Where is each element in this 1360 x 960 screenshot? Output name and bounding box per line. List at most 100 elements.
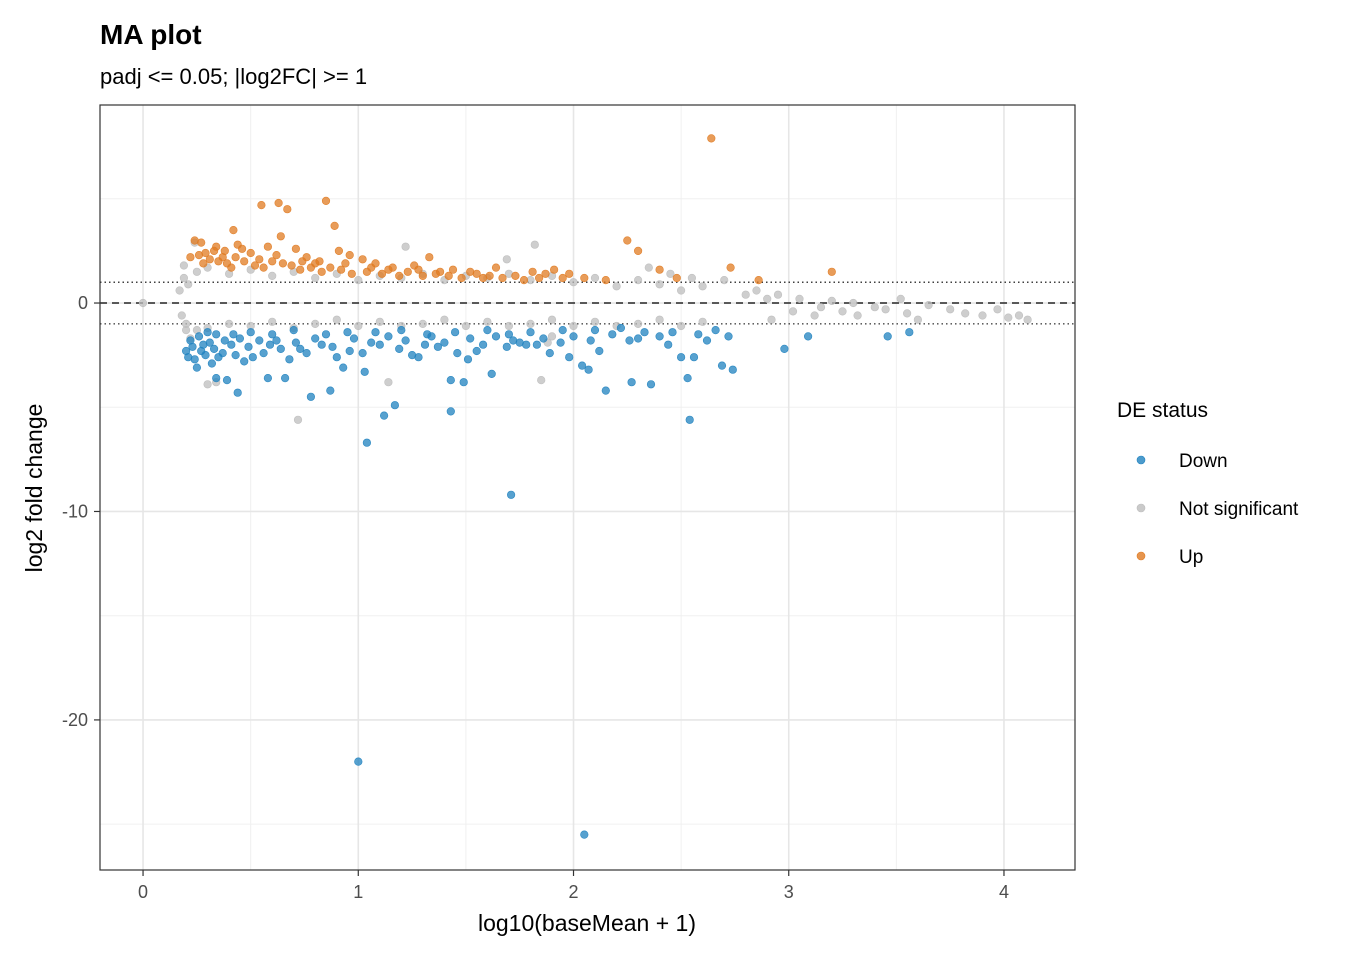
point-up xyxy=(334,246,344,255)
point-up xyxy=(276,232,285,241)
point-up xyxy=(291,244,301,253)
point-down xyxy=(281,374,290,383)
point-not-significant xyxy=(332,315,341,324)
point-not-significant xyxy=(644,263,653,272)
point-not-significant xyxy=(788,307,798,316)
point-down xyxy=(463,355,473,364)
point-down xyxy=(246,328,255,337)
point-not-significant xyxy=(902,309,912,318)
point-down xyxy=(668,328,677,337)
point-up xyxy=(287,261,296,270)
point-up xyxy=(337,265,346,274)
point-up xyxy=(541,269,550,278)
point-down xyxy=(354,757,363,766)
point-not-significant xyxy=(666,269,675,278)
point-not-significant xyxy=(375,317,384,326)
point-down xyxy=(717,361,727,370)
point-down xyxy=(222,376,232,385)
point-not-significant xyxy=(502,255,511,264)
point-up xyxy=(347,269,356,278)
point-down xyxy=(182,346,191,356)
point-not-significant xyxy=(827,296,836,306)
data-points xyxy=(138,134,1032,839)
point-down xyxy=(360,367,369,376)
point-up xyxy=(199,259,208,268)
point-not-significant xyxy=(192,267,201,276)
point-not-significant xyxy=(849,298,858,308)
point-up xyxy=(498,273,507,283)
point-up xyxy=(358,255,367,264)
point-not-significant xyxy=(773,290,783,299)
point-up xyxy=(754,276,763,285)
point-up xyxy=(519,276,529,285)
point-not-significant xyxy=(175,286,184,295)
point-down xyxy=(676,353,686,362)
point-down xyxy=(259,349,268,358)
point-up xyxy=(227,263,236,272)
point-down xyxy=(803,332,813,341)
point-down xyxy=(883,332,892,341)
point-down xyxy=(577,361,587,370)
point-up xyxy=(197,238,206,247)
point-down xyxy=(285,355,294,364)
point-down xyxy=(780,344,789,354)
point-down xyxy=(423,330,432,339)
point-not-significant xyxy=(655,280,664,289)
point-not-significant xyxy=(741,290,750,299)
point-down xyxy=(343,328,352,337)
point-up xyxy=(466,267,475,276)
point-down xyxy=(459,378,468,387)
legend-key-down xyxy=(1136,455,1146,465)
point-up xyxy=(457,273,466,283)
x-axis-ticks: 0 1 2 3 4 xyxy=(138,870,1009,902)
legend-key-up xyxy=(1136,551,1146,561)
point-not-significant xyxy=(838,307,847,316)
legend-entries: Down Not significant Up xyxy=(1136,451,1299,568)
point-not-significant xyxy=(853,311,862,320)
point-down xyxy=(502,342,511,351)
point-up xyxy=(210,246,219,255)
point-down xyxy=(466,334,475,343)
point-down xyxy=(272,336,281,345)
point-up xyxy=(278,259,288,268)
point-up xyxy=(448,265,458,274)
point-up xyxy=(298,257,307,266)
point-up xyxy=(186,253,195,262)
point-up xyxy=(233,240,242,249)
point-down xyxy=(646,380,656,389)
point-up xyxy=(229,226,238,235)
point-up xyxy=(580,273,589,283)
point-not-significant xyxy=(870,303,879,312)
point-up xyxy=(268,257,277,266)
point-down xyxy=(276,344,285,354)
point-not-significant xyxy=(138,298,148,308)
point-not-significant xyxy=(676,286,686,295)
point-not-significant xyxy=(179,273,188,283)
point-down xyxy=(317,340,326,349)
point-not-significant xyxy=(698,282,707,291)
point-up xyxy=(403,267,412,276)
point-down xyxy=(539,334,548,343)
y-tick-label: -20 xyxy=(62,710,88,730)
point-down xyxy=(268,330,277,339)
point-up xyxy=(250,261,260,270)
point-up xyxy=(431,269,440,278)
point-down xyxy=(220,336,229,345)
point-not-significant xyxy=(203,380,212,389)
point-down xyxy=(229,330,238,339)
point-not-significant xyxy=(946,305,955,314)
point-up xyxy=(246,248,255,258)
point-not-significant xyxy=(810,311,819,320)
point-down xyxy=(694,330,703,339)
point-down xyxy=(192,363,201,372)
chart-title: MA plot xyxy=(100,19,202,50)
point-not-significant xyxy=(311,319,320,329)
point-down xyxy=(702,336,712,345)
point-down xyxy=(683,374,692,383)
point-not-significant xyxy=(537,376,546,385)
point-down xyxy=(326,386,335,395)
legend-title: DE status xyxy=(1117,399,1208,422)
point-up xyxy=(263,242,273,251)
point-down xyxy=(420,340,430,349)
legend-label: Down xyxy=(1179,451,1228,472)
